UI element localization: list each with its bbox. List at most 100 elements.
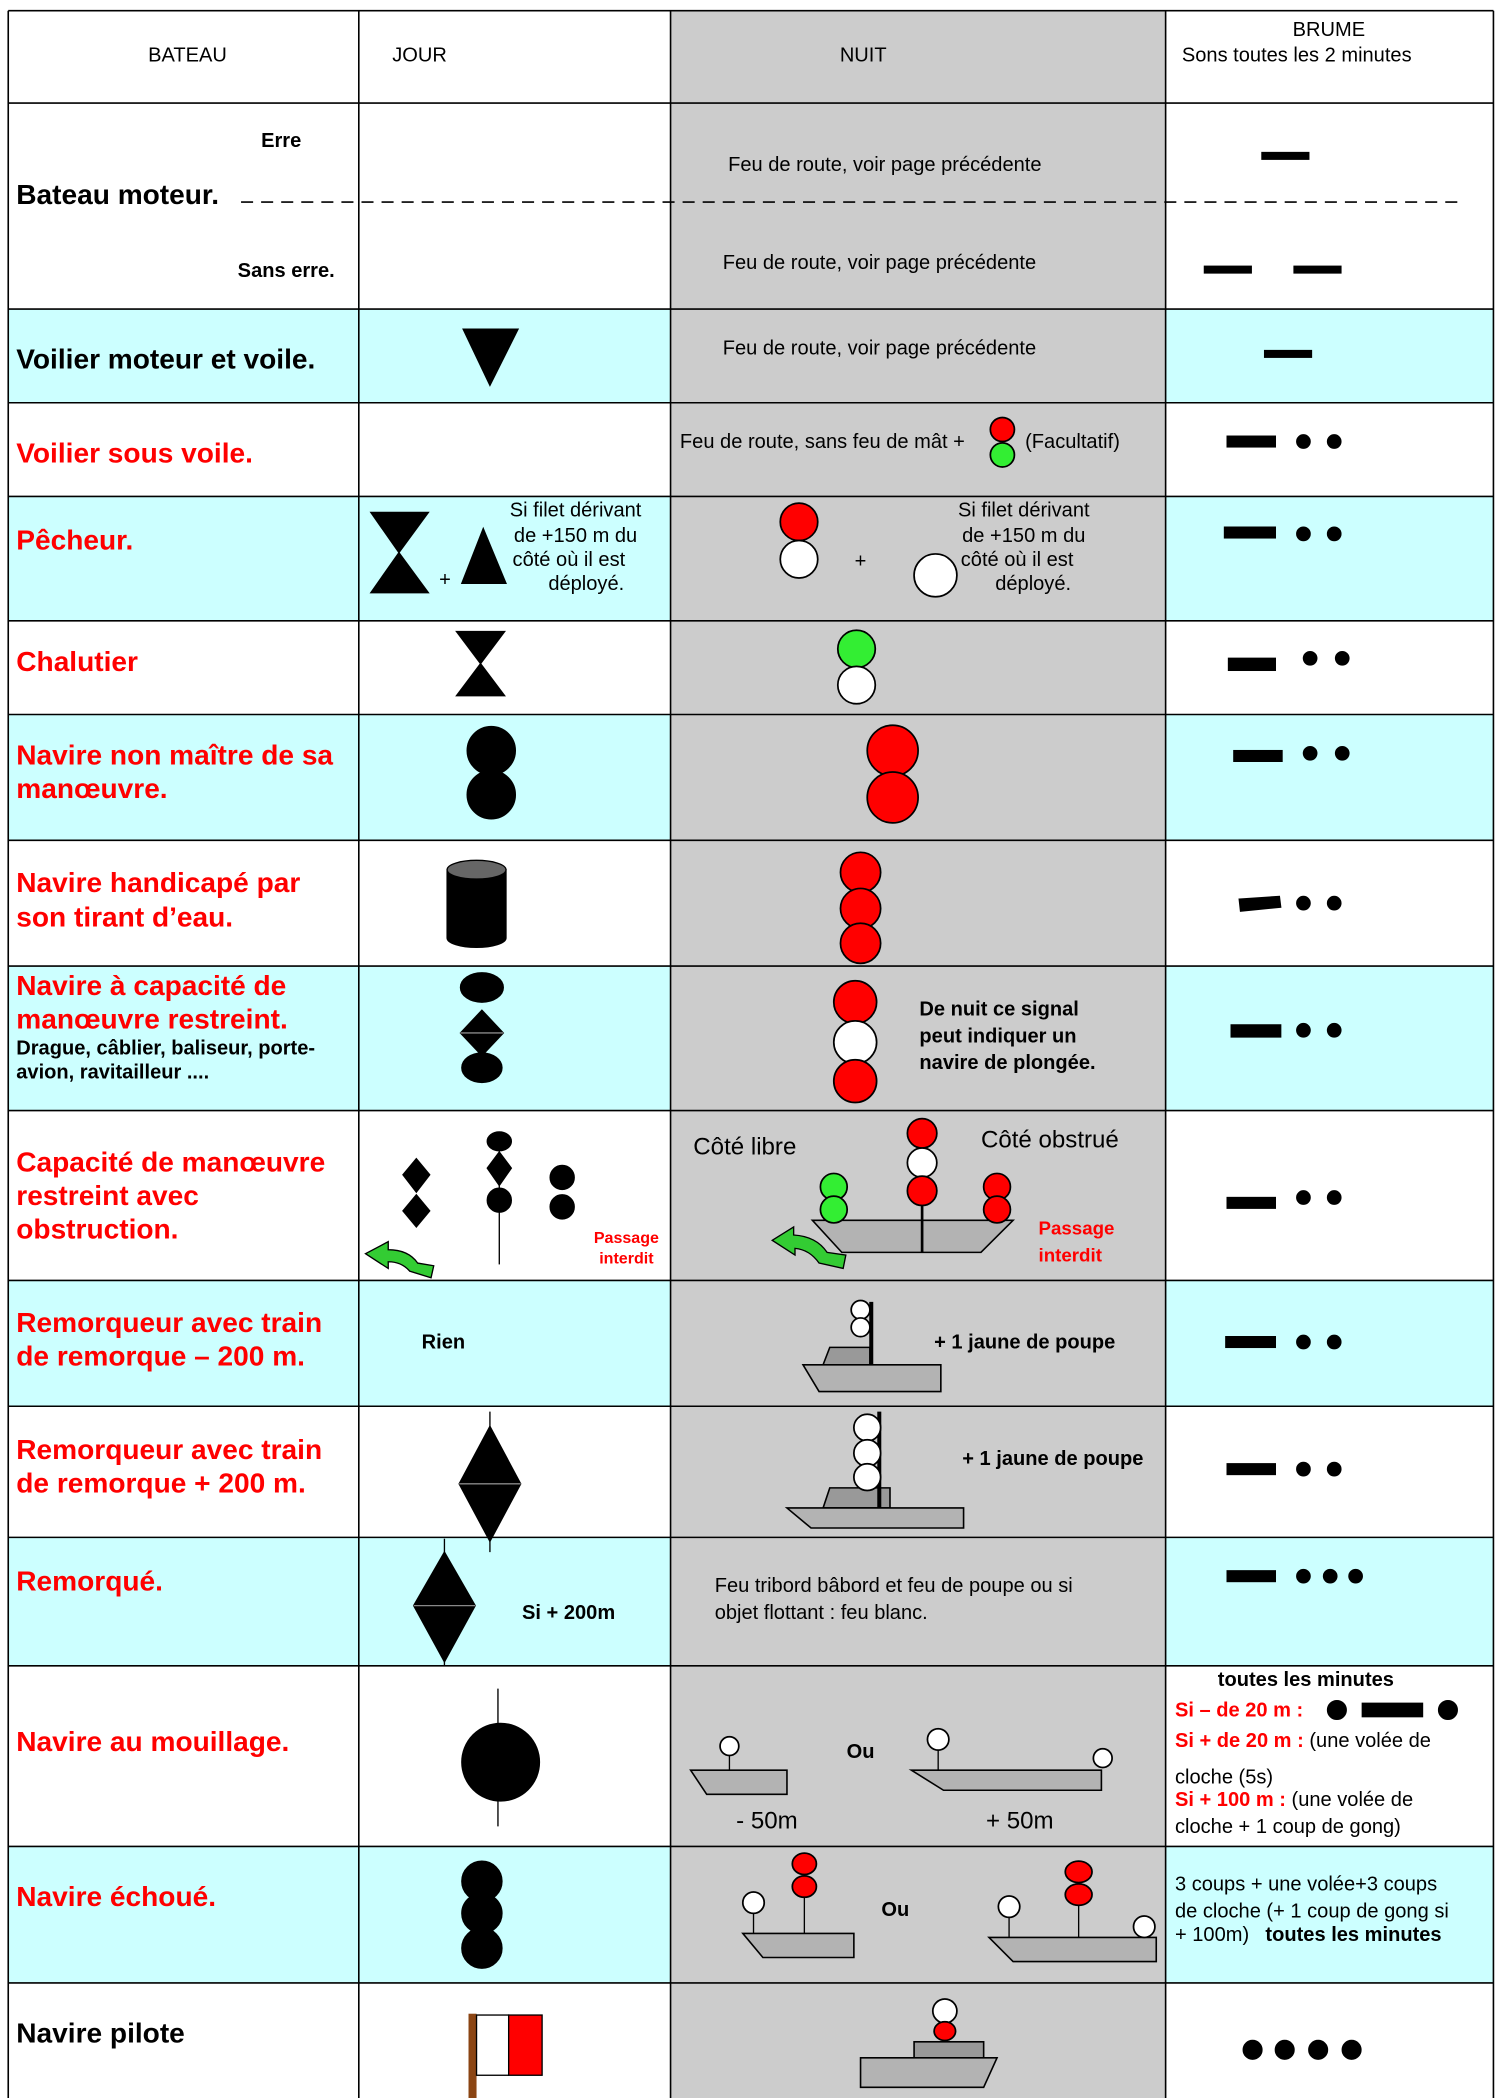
light (832, 979, 878, 1025)
row-voilier-voile: Voilier sous voile. Feu de route, sans f… (16, 416, 1342, 468)
light (1296, 1461, 1311, 1477)
light (1334, 650, 1350, 666)
light (839, 922, 882, 965)
shape (913, 2041, 985, 2059)
light (906, 1175, 938, 1207)
cell-text: Navire à capacité de (16, 970, 286, 1001)
shape (1233, 749, 1283, 762)
cell-text: Remorqueur avec train (16, 1434, 322, 1465)
light (832, 1020, 878, 1065)
arrow (446, 869, 507, 948)
light (1437, 1699, 1458, 1721)
cell-text: côté où il est (513, 549, 626, 571)
light (719, 1735, 740, 1757)
light (931, 1998, 958, 2024)
light (997, 1895, 1021, 1919)
row-pecheur: Pêcheur. + Si filet dérivant de +150 m d… (16, 499, 1342, 598)
cell-text: 3 coups + une volée+3 coups (1175, 1874, 1437, 1896)
light (466, 770, 517, 820)
cell-text: cloche + 1 coup de gong) (1175, 1816, 1401, 1838)
shape (791, 1875, 818, 1899)
row-remorqueur-moins: Remorqueur avec train de remorque – 200 … (16, 1299, 1342, 1393)
light (1302, 745, 1318, 761)
light (1308, 2039, 1329, 2060)
cell-text: Sans erre. (238, 260, 335, 282)
light (779, 539, 819, 579)
light (1296, 1334, 1311, 1350)
light (836, 629, 877, 669)
light (866, 724, 919, 777)
light (1274, 2039, 1295, 2060)
shape (1227, 657, 1277, 672)
light (779, 502, 819, 542)
row-pilote: Navire pilote (16, 1998, 1362, 2098)
light (989, 442, 1016, 468)
shape (1223, 526, 1277, 539)
shape (1238, 895, 1282, 912)
light (486, 1187, 513, 1213)
shape (933, 2020, 957, 2042)
light (1334, 745, 1350, 761)
shape (670, 10, 1166, 2098)
cell-text: + 100m) (1175, 1924, 1249, 1946)
cell-text: + 1 jaune de poupe (934, 1332, 1115, 1354)
shape (1293, 265, 1342, 274)
shape (455, 662, 506, 697)
row-bateau-moteur: Erre Bateau moteur. Sans erre. Feu de ro… (16, 130, 1462, 282)
cell-text: + 50m (986, 1808, 1054, 1835)
cell-text: Si – de 20 m : (1175, 1700, 1303, 1722)
shape (1230, 1024, 1282, 1038)
light (461, 1927, 503, 1969)
cell-text: Si filet dérivant (958, 499, 1090, 521)
cell-text: Feu tribord bâbord et feu de poupe ou si (715, 1575, 1073, 1597)
light (982, 1195, 1012, 1224)
shape (507, 2014, 543, 2076)
light (1326, 895, 1342, 911)
light (906, 1147, 938, 1179)
shape (821, 1346, 871, 1366)
cell-text: Si + de 20 m : (1175, 1730, 1304, 1752)
cell-text: Chalutier (16, 646, 138, 677)
cell-text: Si + 200m (522, 1602, 615, 1624)
label: Si + de 20 m : (une volée de (1175, 1730, 1431, 1752)
light (1326, 526, 1342, 542)
backgrounds (8, 10, 1494, 2098)
light (832, 1058, 878, 1104)
cell-text: Côté obstrué (981, 1127, 1119, 1154)
cell-text: (Facultatif) (1025, 431, 1120, 453)
cell-text: Drague, câblier, baliseur, porte- (16, 1037, 315, 1059)
cell-text: son tirant d’eau. (16, 902, 233, 933)
light (989, 416, 1016, 443)
cell-text: Erre (261, 130, 301, 152)
row-non-maitre: Navire non maître de sa manœuvre. (16, 724, 1350, 824)
arrow (364, 1240, 435, 1279)
cell-text: cloche (5s) (1175, 1767, 1273, 1789)
cell-text: Rien (422, 1332, 465, 1354)
cell-text: de +150 m du (962, 525, 1085, 547)
cell-text: Bateau moteur. (16, 179, 219, 210)
cell-text: avion, ravitailleur .... (16, 1061, 209, 1083)
cell-text: Si + 100 m : (1175, 1789, 1286, 1811)
shape (1263, 349, 1313, 358)
shape (402, 1157, 431, 1194)
cell-text: Remorqueur avec train (16, 1307, 322, 1338)
light (866, 771, 919, 824)
arrow (770, 1225, 847, 1270)
cell-text: Capacité de manœuvre (16, 1146, 325, 1177)
shape (1361, 1702, 1424, 1718)
row-remorqueur-plus: Remorqueur avec train de remorque + 200 … (16, 1411, 1342, 1553)
light (1296, 1022, 1311, 1038)
cell-text: côté où il est (961, 549, 1074, 571)
label: Si + 100 m : (une volée de (1175, 1789, 1413, 1811)
light (1326, 1334, 1342, 1350)
shape (402, 1193, 431, 1229)
light (1348, 1568, 1363, 1584)
light (1296, 434, 1311, 449)
shape (1064, 1883, 1093, 1907)
cell-text: Sons toutes les 2 minutes (1182, 44, 1412, 66)
light (1242, 2039, 1263, 2060)
light (819, 1195, 849, 1224)
cell-text: (une volée de (1292, 1789, 1414, 1811)
cell-text: NUIT (840, 44, 887, 66)
